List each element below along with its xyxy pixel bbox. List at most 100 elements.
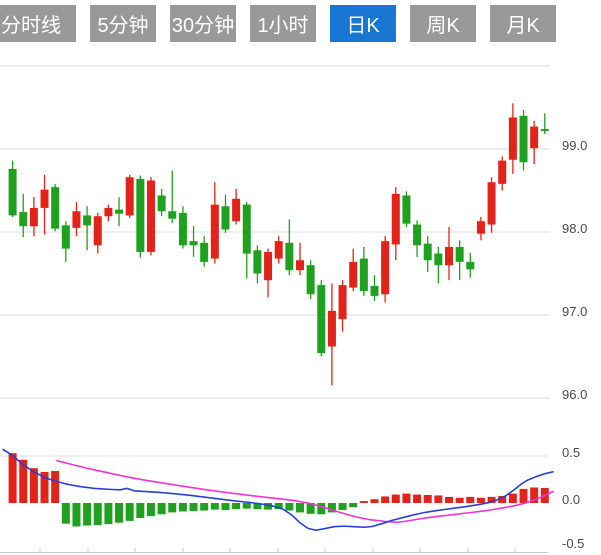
candle-body [370, 285, 379, 296]
macd-bar [157, 503, 166, 515]
macd-bar [125, 503, 134, 521]
candle-body [434, 253, 443, 266]
price-axis-labels: 99.0 98.0 97.0 96.0 [562, 138, 587, 402]
candle-body [168, 211, 177, 219]
macd-bar [391, 494, 400, 503]
macd-bar [40, 471, 49, 503]
tab-daily-k[interactable]: 日K [330, 5, 396, 42]
candle-body [445, 246, 454, 266]
macd-bar [295, 503, 304, 513]
candle-body [40, 189, 49, 208]
macd-bar [327, 503, 336, 513]
macd-bar [498, 495, 507, 503]
macd-bar [402, 493, 411, 503]
macd-bar [264, 503, 273, 510]
candle-body [295, 260, 304, 271]
kline-chart[interactable]: 99.0 98.0 97.0 96.0 0.5 0.0 -0.5 [0, 45, 601, 555]
candle-body [83, 215, 92, 226]
candle-body [93, 216, 102, 246]
candle-body [338, 285, 347, 320]
candle-body [125, 177, 134, 216]
candle-body [29, 207, 38, 227]
candle-body [253, 250, 262, 274]
candle-body [274, 241, 283, 259]
candle-body [8, 168, 17, 216]
macd-bar [317, 503, 326, 515]
macd-bar [338, 503, 347, 511]
candle-body [317, 285, 326, 354]
macd-bar [306, 503, 315, 514]
candle-body [232, 198, 241, 222]
tab-minute-line[interactable]: 分时线 [0, 5, 76, 42]
tab-1hour[interactable]: 1小时 [250, 5, 316, 42]
candle-body [200, 242, 209, 262]
macd-axis-label: 0.5 [562, 445, 580, 460]
macd-bar [189, 503, 198, 511]
macd-dif-dea-lines [2, 448, 554, 532]
macd-bar [381, 496, 390, 503]
macd-bar [476, 497, 485, 503]
candle-body [349, 261, 358, 288]
candle-body [136, 178, 145, 252]
candle-body [72, 211, 81, 228]
tab-5min[interactable]: 5分钟 [90, 5, 156, 42]
macd-axis-label: 0.0 [562, 492, 580, 507]
price-panel-gridlines [0, 65, 550, 399]
macd-bar [93, 503, 102, 526]
macd-bar [232, 503, 241, 510]
macd-bar [508, 493, 517, 503]
candle-body [51, 187, 60, 229]
candle-body [402, 195, 411, 224]
macd-bar [423, 495, 432, 503]
candle-body [157, 195, 166, 212]
candle-body [146, 180, 155, 252]
candle-body [455, 246, 464, 262]
macd-bar [530, 487, 539, 503]
bottom-x-axis [0, 548, 548, 553]
candle-body [115, 209, 124, 214]
macd-bar [242, 503, 251, 509]
macd-bar [178, 503, 187, 512]
tab-monthly-k[interactable]: 月K [490, 5, 556, 42]
macd-bar [434, 495, 443, 503]
interval-tab-bar: 分时线 5分钟 30分钟 1小时 日K 周K 月K [0, 5, 570, 42]
candle-body [423, 243, 432, 261]
macd-bar [487, 496, 496, 503]
macd-bar [349, 503, 358, 508]
macd-axis-label: -0.5 [562, 536, 584, 551]
macd-bar [370, 499, 379, 503]
macd-axis-labels: 0.5 0.0 -0.5 [562, 445, 584, 551]
macd-histogram [8, 453, 549, 527]
macd-bar [136, 503, 145, 519]
macd-bar [466, 496, 475, 503]
candle-body [210, 204, 219, 259]
macd-bar [519, 488, 528, 503]
macd-bar [29, 468, 38, 503]
candle-body [359, 258, 368, 291]
macd-bar [359, 501, 368, 503]
macd-bar [413, 494, 422, 503]
candle-body [498, 160, 507, 184]
candle-body [178, 212, 187, 246]
candle-body [381, 241, 390, 295]
candle-body [285, 242, 294, 271]
tab-30min[interactable]: 30分钟 [170, 5, 236, 42]
macd-bar [51, 471, 60, 503]
candle-body [189, 241, 198, 246]
macd-bar [253, 503, 262, 510]
candle-body [540, 129, 549, 132]
macd-bar [19, 459, 28, 503]
dif-line [2, 448, 554, 532]
candle-body [476, 221, 485, 234]
macd-bar [72, 503, 81, 527]
macd-bar [455, 497, 464, 503]
macd-bar [115, 503, 124, 523]
candle-body [242, 204, 251, 254]
macd-bar [168, 503, 177, 513]
candle-body [413, 224, 422, 246]
macd-bar [221, 503, 230, 511]
macd-bar [61, 503, 70, 524]
price-axis-label: 99.0 [562, 138, 587, 153]
tab-weekly-k[interactable]: 周K [410, 5, 476, 42]
candle-body [487, 182, 496, 225]
